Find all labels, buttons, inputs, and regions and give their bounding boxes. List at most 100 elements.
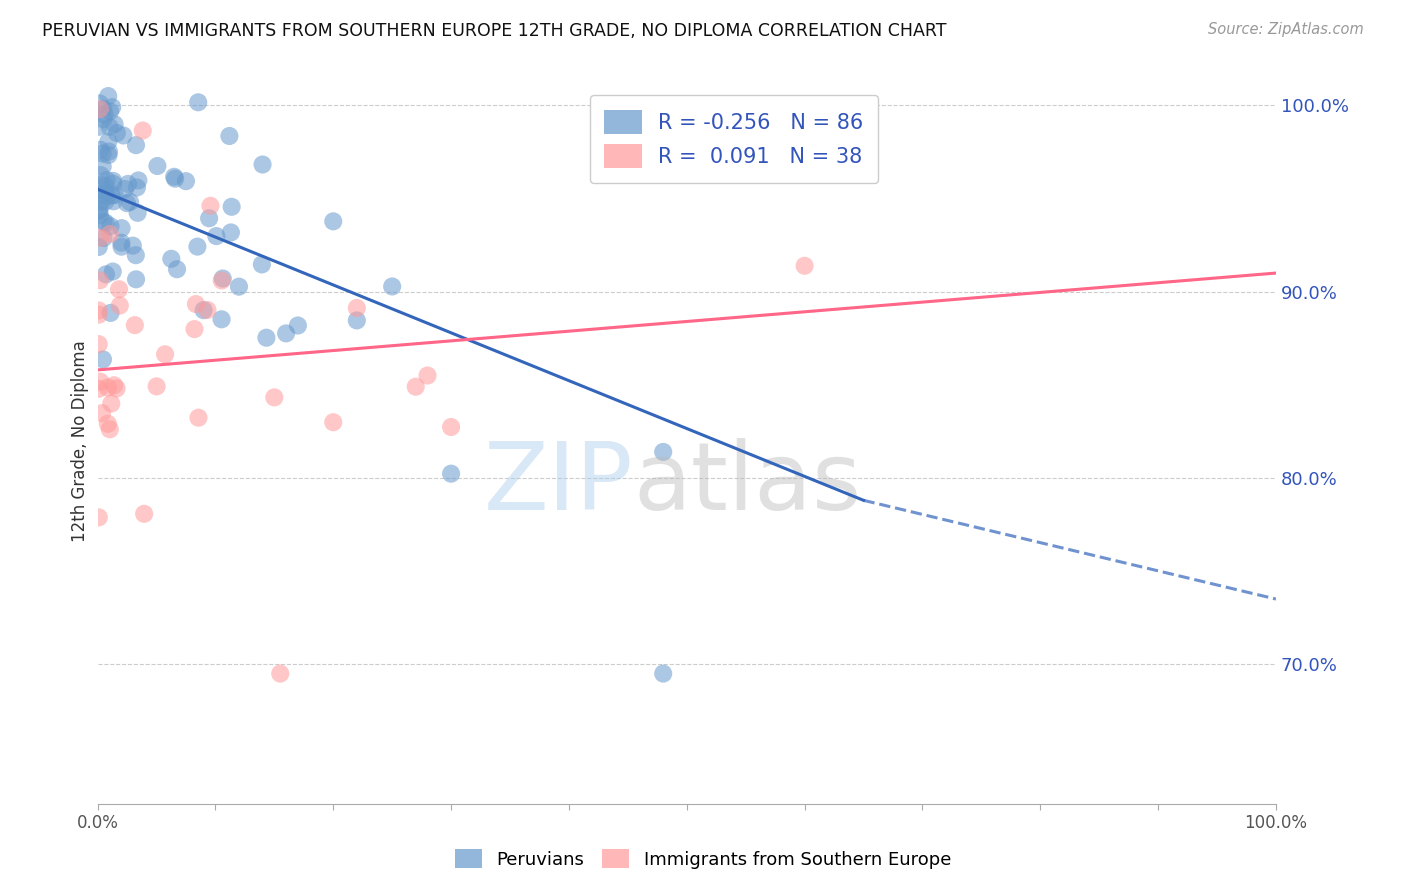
- Point: [146, 159, 169, 173]
- Point: [103, 188, 125, 202]
- Point: [263, 391, 285, 405]
- Point: [103, 174, 125, 188]
- Point: [94, 268, 117, 282]
- Legend: R = -0.256   N = 86, R =  0.091   N = 38: R = -0.256 N = 86, R = 0.091 N = 38: [589, 95, 879, 183]
- Text: PERUVIAN VS IMMIGRANTS FROM SOUTHERN EUROPE 12TH GRADE, NO DIPLOMA CORRELATION C: PERUVIAN VS IMMIGRANTS FROM SOUTHERN EUR…: [42, 22, 946, 40]
- Point: [90, 168, 112, 182]
- Point: [100, 306, 122, 320]
- Point: [89, 208, 111, 222]
- Point: [89, 202, 111, 217]
- Point: [115, 196, 138, 211]
- Point: [91, 178, 114, 192]
- Point: [91, 146, 114, 161]
- Point: [93, 231, 115, 245]
- Point: [105, 382, 128, 396]
- Point: [108, 282, 131, 296]
- Point: [184, 297, 207, 311]
- Point: [89, 273, 111, 287]
- Point: [211, 271, 233, 285]
- Point: [145, 379, 167, 393]
- Point: [87, 308, 110, 322]
- Point: [105, 126, 128, 140]
- Point: [87, 120, 110, 134]
- Point: [160, 252, 183, 266]
- Point: [134, 507, 156, 521]
- Point: [205, 229, 228, 244]
- Point: [110, 240, 132, 254]
- Point: [94, 179, 117, 194]
- Point: [87, 337, 110, 351]
- Point: [166, 262, 188, 277]
- Point: [98, 104, 121, 119]
- Point: [98, 422, 121, 436]
- Point: [94, 216, 117, 230]
- Point: [183, 322, 205, 336]
- Point: [163, 169, 186, 184]
- Point: [97, 145, 120, 159]
- Point: [112, 128, 135, 143]
- Point: [381, 279, 404, 293]
- Point: [101, 264, 124, 278]
- Point: [254, 331, 277, 345]
- Point: [89, 96, 111, 111]
- Point: [793, 259, 815, 273]
- Point: [322, 415, 344, 429]
- Point: [652, 445, 675, 459]
- Point: [252, 157, 274, 171]
- Point: [89, 102, 111, 116]
- Point: [187, 410, 209, 425]
- Point: [440, 467, 463, 481]
- Legend: Peruvians, Immigrants from Southern Europe: Peruvians, Immigrants from Southern Euro…: [447, 842, 959, 876]
- Point: [101, 177, 124, 191]
- Point: [110, 221, 132, 235]
- Point: [94, 194, 117, 209]
- Point: [153, 347, 176, 361]
- Point: [90, 194, 112, 209]
- Point: [269, 666, 291, 681]
- Point: [405, 380, 427, 394]
- Point: [87, 510, 110, 524]
- Point: [97, 89, 120, 103]
- Point: [93, 215, 115, 229]
- Point: [87, 303, 110, 318]
- Point: [108, 299, 131, 313]
- Text: ZIP: ZIP: [484, 438, 634, 531]
- Point: [346, 301, 368, 315]
- Point: [187, 95, 209, 110]
- Point: [218, 128, 240, 143]
- Point: [416, 368, 439, 383]
- Point: [186, 239, 208, 253]
- Point: [440, 420, 463, 434]
- Point: [103, 117, 125, 131]
- Point: [322, 214, 344, 228]
- Point: [89, 231, 111, 245]
- Point: [198, 211, 221, 226]
- Point: [211, 273, 233, 287]
- Point: [127, 173, 149, 187]
- Point: [90, 187, 112, 202]
- Text: Source: ZipAtlas.com: Source: ZipAtlas.com: [1208, 22, 1364, 37]
- Point: [100, 396, 122, 410]
- Point: [346, 313, 368, 327]
- Point: [91, 160, 114, 174]
- Point: [87, 203, 110, 218]
- Point: [250, 257, 273, 271]
- Point: [96, 189, 118, 203]
- Point: [103, 378, 125, 392]
- Point: [97, 135, 120, 149]
- Point: [93, 108, 115, 122]
- Point: [193, 303, 215, 318]
- Point: [97, 380, 120, 394]
- Point: [97, 417, 120, 431]
- Point: [94, 185, 117, 199]
- Point: [87, 240, 110, 254]
- Point: [125, 138, 148, 153]
- Point: [89, 375, 111, 389]
- Point: [89, 143, 111, 157]
- Point: [121, 238, 143, 252]
- Point: [228, 279, 250, 293]
- Point: [287, 318, 309, 333]
- Point: [132, 123, 155, 137]
- Point: [274, 326, 297, 341]
- Point: [219, 226, 242, 240]
